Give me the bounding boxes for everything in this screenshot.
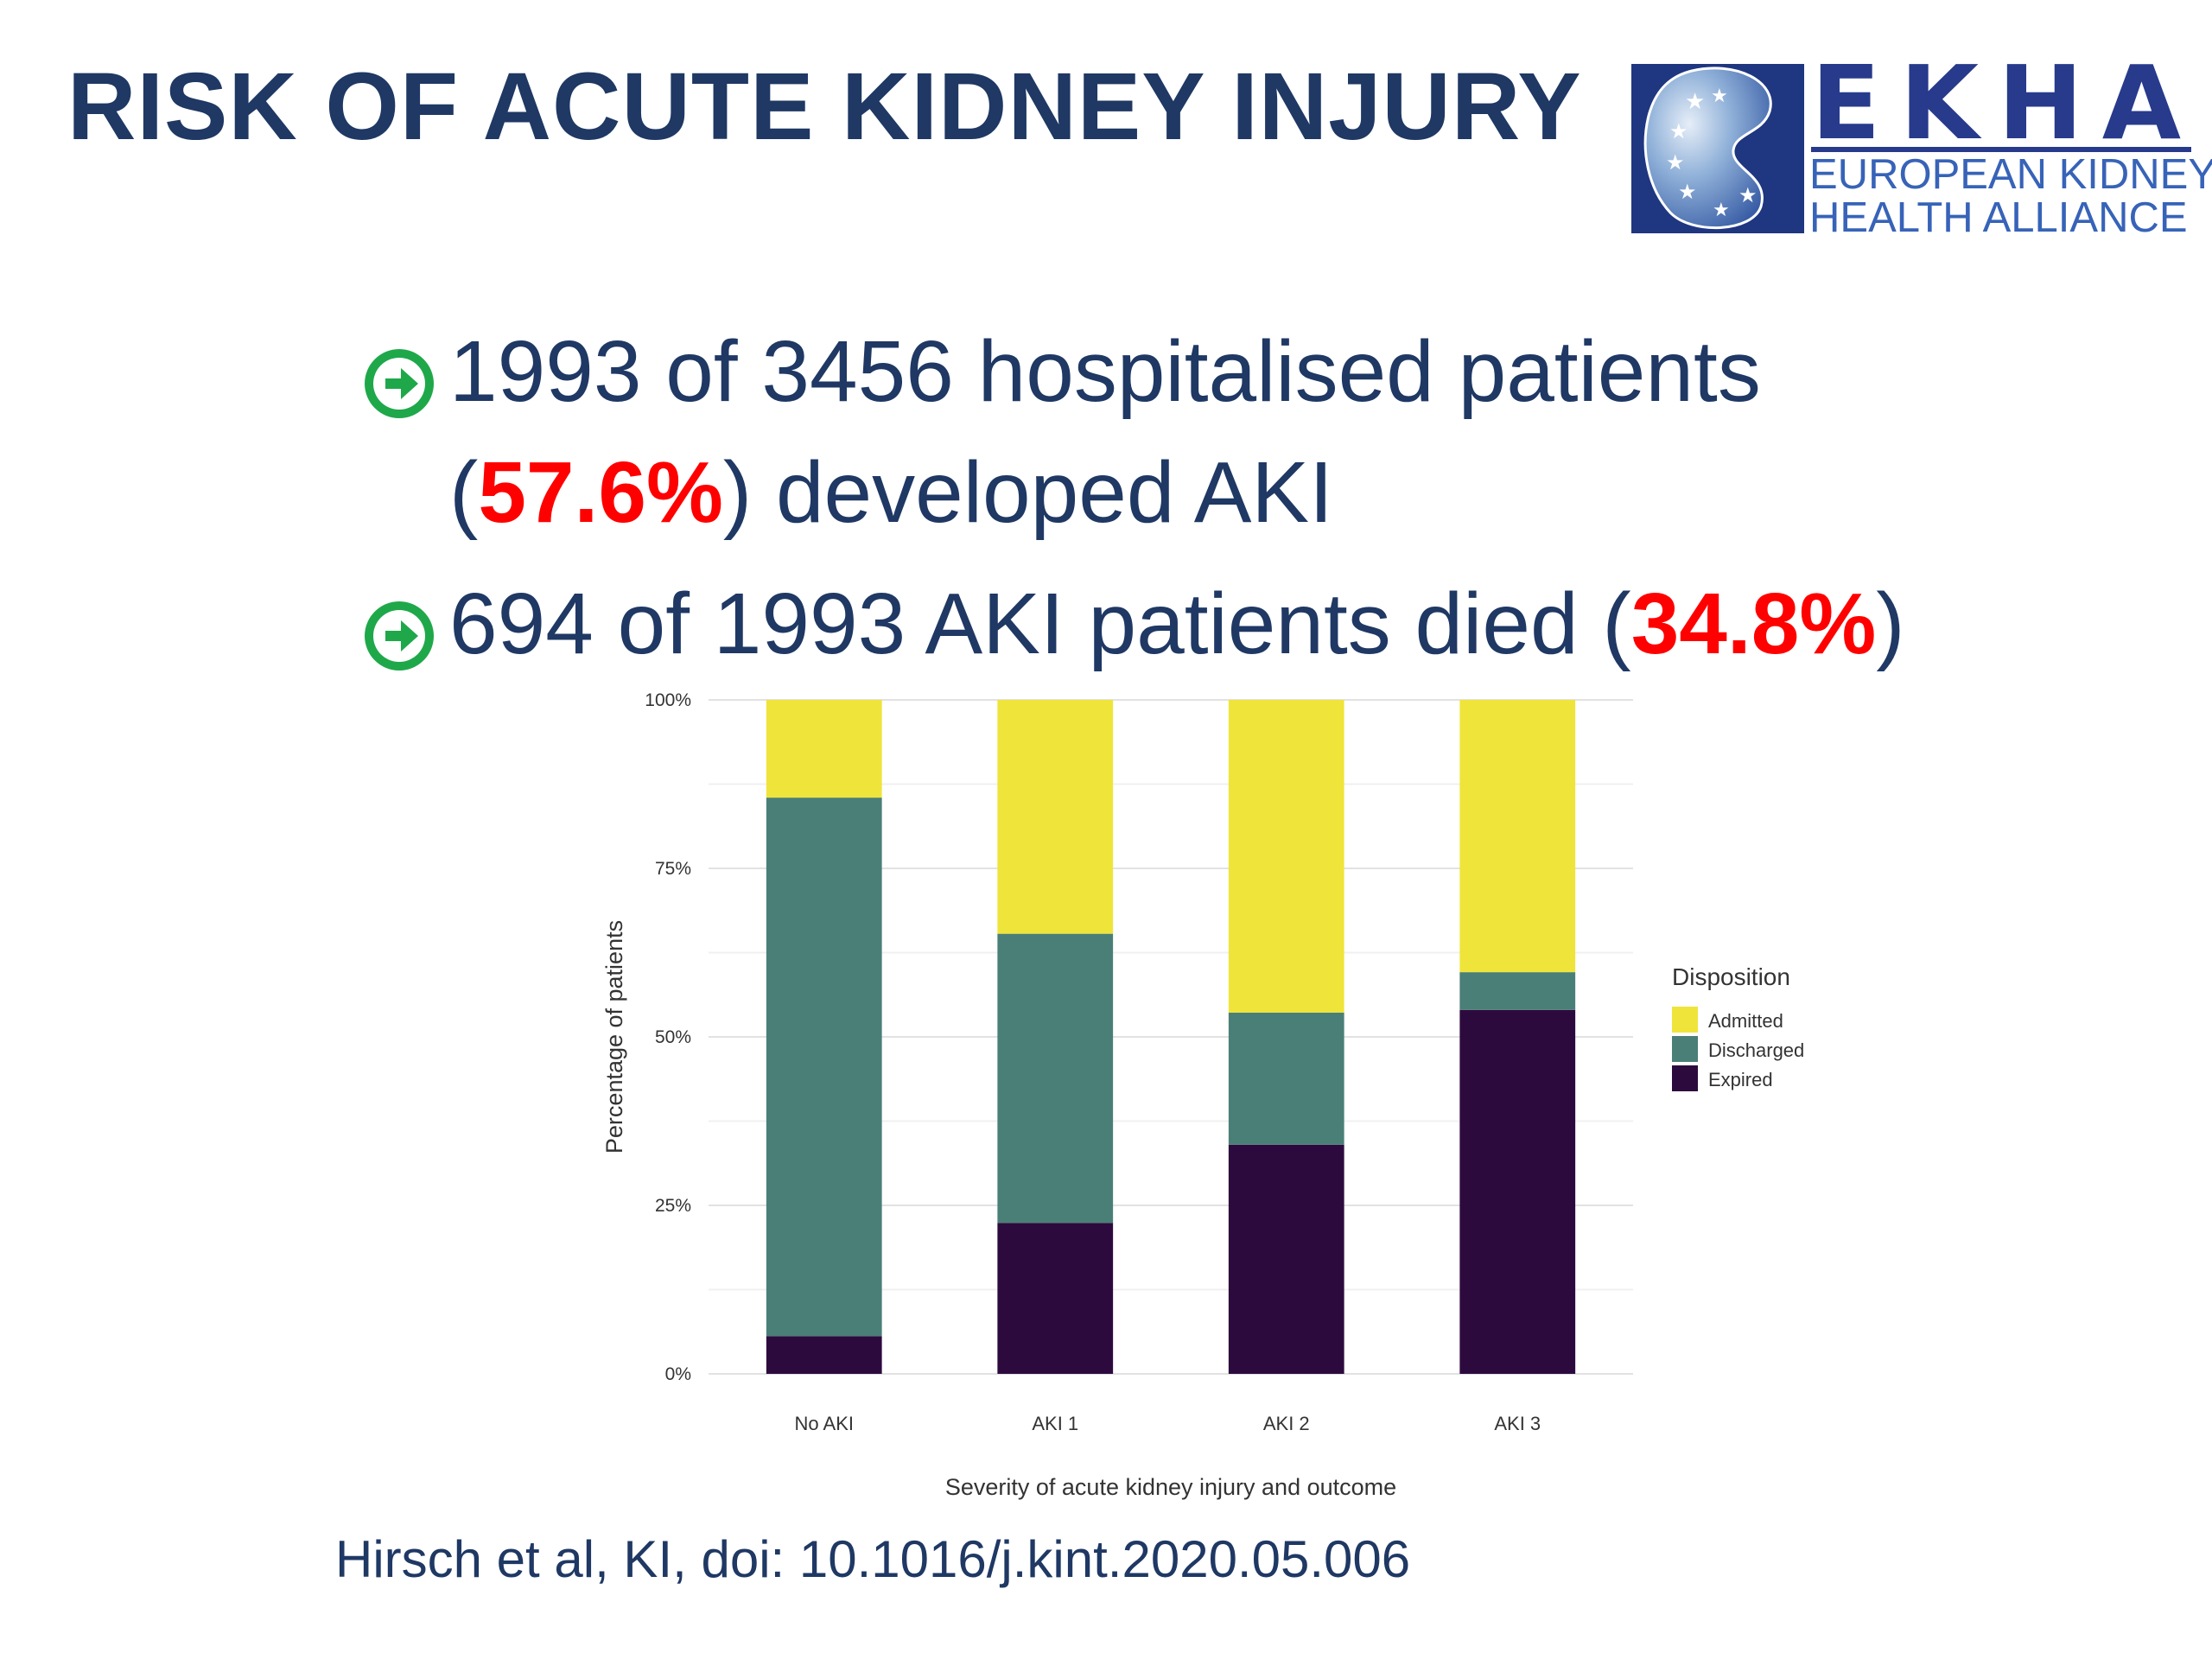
logo-acronym: EKHA <box>1811 43 2201 162</box>
x-tick-label: No AKI <box>795 1413 854 1434</box>
svg-text:★: ★ <box>1669 119 1688 143</box>
bar-segment-discharged <box>1459 972 1576 1010</box>
bar-segment-admitted <box>1459 700 1576 973</box>
x-tick-label: AKI 1 <box>1032 1413 1078 1434</box>
y-tick-label: 25% <box>655 1196 691 1216</box>
bullet-text: ) <box>1876 575 1905 672</box>
highlight-percentage: 57.6% <box>478 444 723 541</box>
arrow-right-circle-icon <box>363 330 435 418</box>
logo-line-1: EUROPEAN KIDNEY <box>1809 151 2212 198</box>
bar-segment-admitted <box>997 700 1114 934</box>
bar-segment-expired <box>1228 1144 1344 1374</box>
bar-segment-expired <box>997 1223 1114 1374</box>
kidney-logo-icon: ★ ★ ★ ★ ★ ★ ★ <box>1631 64 1804 233</box>
legend-swatch-admitted <box>1672 1007 1698 1033</box>
svg-text:★: ★ <box>1738 183 1758 207</box>
bar-segment-discharged <box>997 933 1114 1224</box>
logo-line-2: HEALTH ALLIANCE <box>1809 194 2188 241</box>
bullet-text: 694 of 1993 AKI patients died ( <box>449 575 1631 672</box>
legend-label: Discharged <box>1708 1039 1804 1061</box>
y-tick-label: 50% <box>655 1027 691 1047</box>
stacked-bar-chart: 0% 25% 50% 75% 100% No AKI AKI 1 AKI 2 AKI 3 Seve… <box>553 674 1849 1529</box>
y-tick-label: 100% <box>645 690 691 710</box>
svg-text:★: ★ <box>1685 89 1705 115</box>
highlight-percentage: 34.8% <box>1630 575 1877 672</box>
bar-segment-expired <box>766 1336 882 1374</box>
x-axis-title: Severity of acute kidney injury and outc… <box>945 1474 1396 1500</box>
legend-title: Disposition <box>1672 963 1790 990</box>
bar-segment-expired <box>1459 1009 1576 1374</box>
bullet-item: 1993 of 3456 hospitalised patients (57.6… <box>363 311 2048 553</box>
citation: Hirsch et al, KI, doi: 10.1016/j.kint.20… <box>335 1530 1411 1588</box>
logo-divider <box>1811 147 2191 152</box>
arrow-right-circle-icon <box>363 582 435 671</box>
legend-swatch-expired <box>1672 1065 1698 1091</box>
legend-label: Expired <box>1708 1069 1773 1090</box>
ekha-logo: ★ ★ ★ ★ ★ ★ ★ EKHA EUROPEAN KIDNEY HEALT… <box>1631 43 2212 246</box>
svg-text:★: ★ <box>1713 200 1730 221</box>
svg-text:★: ★ <box>1711 86 1728 107</box>
bar-segment-discharged <box>1228 1012 1344 1145</box>
legend-swatch-discharged <box>1672 1036 1698 1062</box>
x-tick-label: AKI 3 <box>1494 1413 1541 1434</box>
y-tick-label: 0% <box>665 1364 691 1384</box>
x-tick-label: AKI 2 <box>1263 1413 1310 1434</box>
bar-segment-discharged <box>766 798 882 1337</box>
bar-segment-admitted <box>766 700 882 798</box>
legend-label: Admitted <box>1708 1010 1783 1032</box>
svg-text:★: ★ <box>1678 180 1697 204</box>
y-axis-title: Percentage of patients <box>601 920 627 1154</box>
bullet-text: 1993 of 3456 hospitalised patients ( <box>449 323 1761 541</box>
bar-segment-admitted <box>1228 700 1344 1013</box>
y-tick-label: 75% <box>655 859 691 879</box>
bullet-text: ) developed AKI <box>722 444 1333 541</box>
svg-text:★: ★ <box>1666 150 1685 175</box>
bullet-list: 1993 of 3456 hospitalised patients (57.6… <box>363 311 2048 684</box>
slide-title: RISK OF ACUTE KIDNEY INJURY <box>67 54 1582 160</box>
bullet-item: 694 of 1993 AKI patients died (34.8%) <box>363 563 2048 684</box>
